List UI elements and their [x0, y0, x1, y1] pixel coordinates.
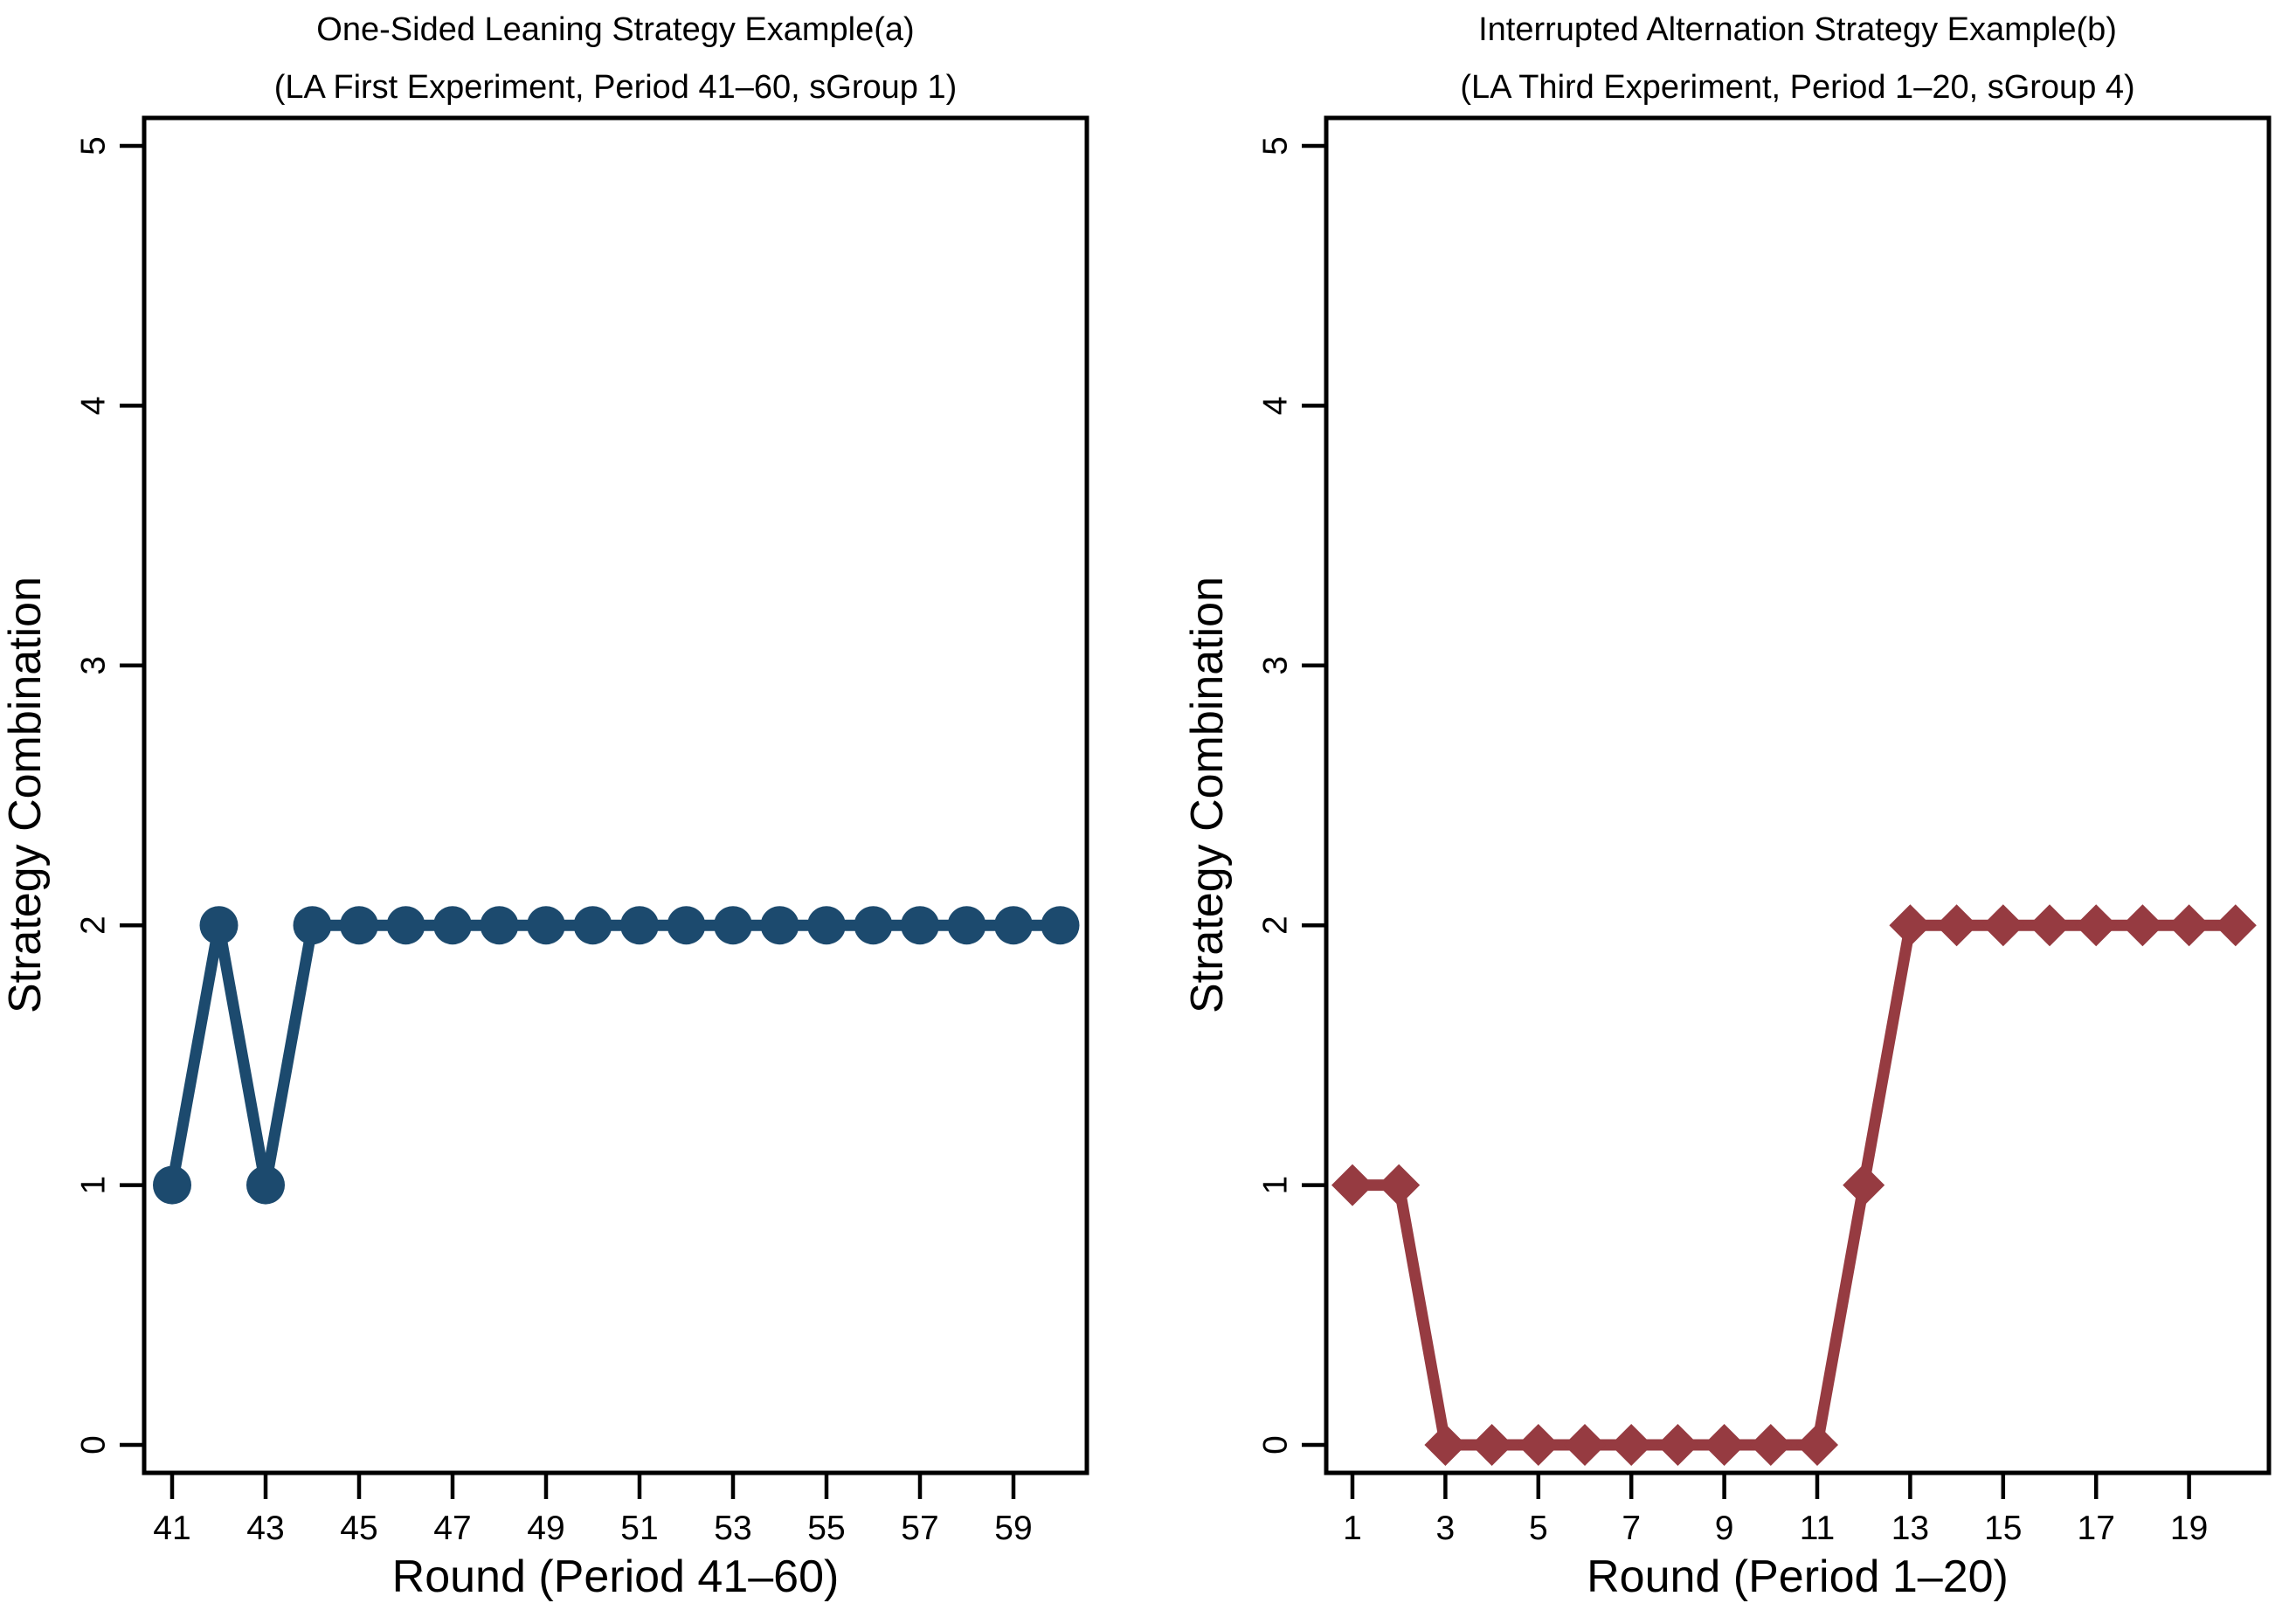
- y-tick-label: 5: [75, 136, 113, 155]
- data-point-diamond: [1935, 904, 1978, 947]
- x-tick-label: 47: [433, 1510, 471, 1547]
- y-tick-label: 3: [1257, 656, 1295, 675]
- data-point-circle: [480, 906, 519, 945]
- data-point-diamond: [1889, 904, 1932, 947]
- data-point-diamond: [1843, 1164, 1885, 1206]
- data-point-circle: [527, 906, 565, 945]
- y-tick-label: 2: [75, 916, 113, 935]
- x-tick-label: 53: [714, 1510, 751, 1547]
- data-point-circle: [293, 906, 332, 945]
- data-point-circle: [246, 1165, 285, 1205]
- y-tick-label: 0: [1257, 1435, 1295, 1455]
- series: [153, 906, 1080, 1205]
- data-point-diamond: [2029, 904, 2071, 947]
- data-point-diamond: [1703, 1424, 1746, 1466]
- x-tick-label: 17: [2078, 1510, 2115, 1547]
- x-axis: 1 3 5 7 9 11 13 15 17 19: [1343, 1473, 2208, 1547]
- data-point-diamond: [1424, 1424, 1467, 1466]
- plot-area: [142, 115, 1089, 1475]
- data-point-circle: [1041, 906, 1080, 945]
- x-tick-label: 9: [1715, 1510, 1734, 1547]
- data-point-circle: [807, 906, 846, 945]
- data-point-diamond: [2075, 904, 2118, 947]
- data-point-diamond: [1331, 1164, 1373, 1206]
- data-point-diamond: [1656, 1424, 1699, 1466]
- data-point-diamond: [1564, 1424, 1606, 1466]
- chart-panel-b: Interrupted Alternation Strategy Example…: [1182, 11, 2272, 1602]
- data-point-circle: [714, 906, 752, 945]
- x-tick-label: 43: [246, 1510, 284, 1547]
- data-point-diamond: [1517, 1424, 1559, 1466]
- data-point-circle: [433, 906, 472, 945]
- y-axis-title: Strategy Combination: [0, 577, 51, 1013]
- data-point-diamond: [1749, 1424, 1792, 1466]
- x-axis-title: Round (Period 41–60): [392, 1551, 840, 1602]
- data-point-circle: [994, 906, 1033, 945]
- chart-title: One-Sided Leaning Strategy Example(a): [316, 11, 914, 48]
- data-point-circle: [760, 906, 799, 945]
- data-point-diamond: [1796, 1424, 1838, 1466]
- series: [1331, 904, 2257, 1466]
- y-axis-title: Strategy Combination: [1182, 577, 1233, 1013]
- data-point-circle: [153, 1165, 191, 1205]
- data-point-circle: [901, 906, 939, 945]
- data-point-diamond: [1378, 1164, 1421, 1206]
- y-axis: 0 1 2 3 4 5: [75, 136, 142, 1455]
- y-tick-label: 2: [1257, 916, 1295, 935]
- x-tick-label: 57: [901, 1510, 938, 1547]
- x-tick-label: 41: [153, 1510, 190, 1547]
- x-tick-label: 3: [1436, 1510, 1456, 1547]
- data-point-circle: [386, 906, 425, 945]
- data-point-diamond: [2121, 904, 2164, 947]
- x-tick-label: 49: [527, 1510, 564, 1547]
- y-axis: 0 1 2 3 4 5: [1257, 136, 1324, 1455]
- x-tick-label: 51: [620, 1510, 658, 1547]
- data-point-diamond: [2168, 904, 2210, 947]
- y-tick-label: 4: [75, 397, 113, 416]
- data-point-diamond: [1981, 904, 2024, 947]
- x-tick-label: 19: [2170, 1510, 2208, 1547]
- y-tick-label: 1: [1257, 1176, 1295, 1195]
- x-tick-label: 45: [340, 1510, 377, 1547]
- x-tick-label: 15: [1984, 1510, 2022, 1547]
- y-tick-label: 3: [75, 656, 113, 675]
- chart-panel-a: One-Sided Leaning Strategy Example(a) (L…: [0, 11, 1089, 1602]
- data-point-diamond: [2214, 904, 2257, 947]
- x-tick-label: 55: [807, 1510, 845, 1547]
- plot-area: [1324, 115, 2272, 1475]
- data-point-circle: [947, 906, 986, 945]
- data-point-circle: [620, 906, 659, 945]
- y-tick-label: 5: [1257, 136, 1295, 155]
- data-point-circle: [573, 906, 612, 945]
- chart-subtitle: (LA First Experiment, Period 41–60, sGro…: [274, 69, 957, 106]
- data-point-diamond: [1610, 1424, 1653, 1466]
- x-tick-label: 13: [1891, 1510, 1929, 1547]
- x-axis-title: Round (Period 1–20): [1587, 1551, 2009, 1602]
- y-tick-label: 1: [75, 1176, 113, 1195]
- x-tick-label: 1: [1343, 1510, 1362, 1547]
- chart-subtitle: (LA Third Experiment, Period 1–20, sGrou…: [1460, 69, 2134, 106]
- x-tick-label: 59: [994, 1510, 1032, 1547]
- chart-title: Interrupted Alternation Strategy Example…: [1478, 11, 2117, 48]
- data-point-circle: [854, 906, 893, 945]
- x-tick-label: 5: [1529, 1510, 1548, 1547]
- y-tick-label: 4: [1257, 397, 1295, 416]
- data-point-diamond: [1470, 1424, 1513, 1466]
- data-point-circle: [340, 906, 378, 945]
- data-point-circle: [667, 906, 706, 945]
- x-tick-label: 11: [1800, 1510, 1836, 1547]
- data-point-circle: [199, 906, 239, 945]
- x-axis: 41 43 45 47 49 51 53 55 57 59: [153, 1473, 1033, 1547]
- x-tick-label: 7: [1622, 1510, 1641, 1547]
- y-tick-label: 0: [75, 1435, 113, 1455]
